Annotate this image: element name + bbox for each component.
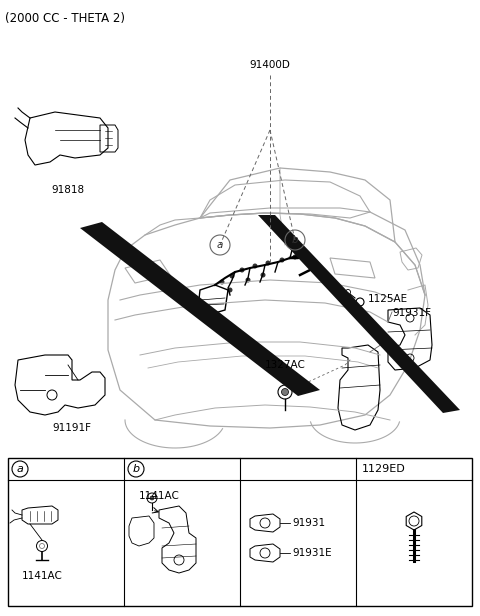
Circle shape bbox=[252, 264, 257, 269]
Circle shape bbox=[229, 274, 235, 278]
Text: 1129ED: 1129ED bbox=[362, 464, 406, 474]
Text: (2000 CC - THETA 2): (2000 CC - THETA 2) bbox=[5, 12, 125, 25]
Bar bbox=[8, 458, 472, 606]
Circle shape bbox=[228, 288, 232, 293]
Circle shape bbox=[292, 246, 298, 251]
Text: 91931: 91931 bbox=[292, 518, 325, 528]
Text: 91191F: 91191F bbox=[52, 423, 92, 433]
Circle shape bbox=[265, 261, 271, 265]
Circle shape bbox=[292, 254, 298, 259]
Text: a: a bbox=[217, 240, 223, 250]
Circle shape bbox=[281, 389, 288, 395]
Text: b: b bbox=[292, 235, 298, 245]
Circle shape bbox=[240, 267, 244, 272]
Text: 91818: 91818 bbox=[51, 185, 84, 195]
Circle shape bbox=[279, 257, 285, 262]
Circle shape bbox=[219, 280, 225, 285]
Circle shape bbox=[261, 272, 265, 277]
Text: a: a bbox=[17, 464, 24, 474]
Text: 91931F: 91931F bbox=[392, 308, 431, 318]
Circle shape bbox=[150, 496, 154, 500]
Polygon shape bbox=[80, 222, 320, 396]
Text: 1327AC: 1327AC bbox=[264, 360, 305, 370]
Text: 91931E: 91931E bbox=[292, 548, 332, 558]
Text: 1141AC: 1141AC bbox=[22, 571, 62, 581]
Text: b: b bbox=[132, 464, 140, 474]
Polygon shape bbox=[258, 215, 460, 413]
Text: 91400D: 91400D bbox=[250, 60, 290, 70]
Text: 1125AE: 1125AE bbox=[368, 294, 408, 304]
Circle shape bbox=[245, 277, 251, 283]
Text: 1141AC: 1141AC bbox=[139, 491, 180, 501]
